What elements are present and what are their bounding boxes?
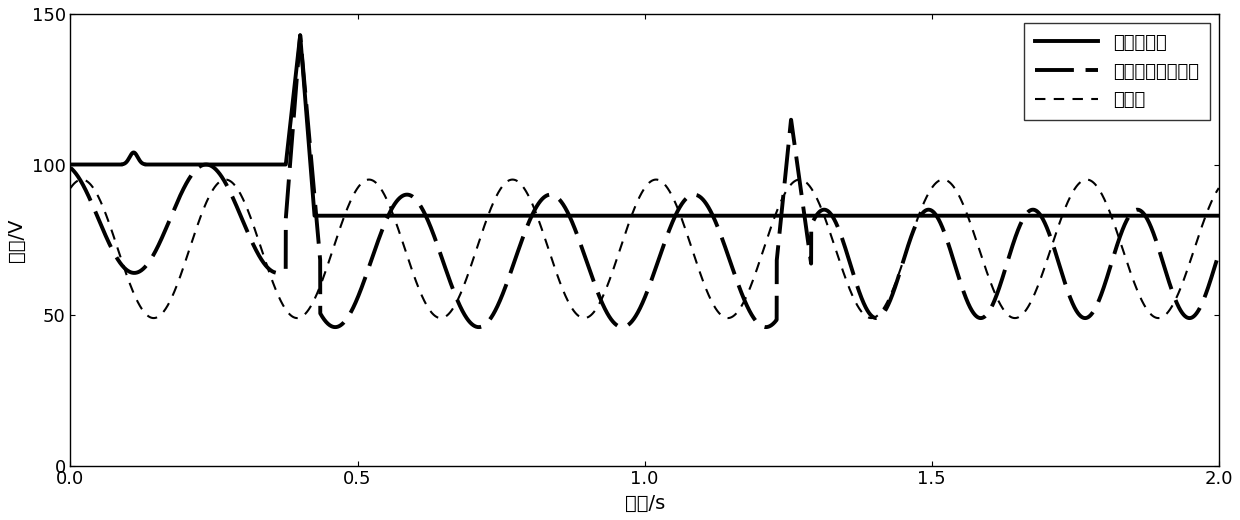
Legend: 本发明方法, 短时傅里叶变换法, 实际値: 本发明方法, 短时傅里叶变换法, 实际値 (1024, 23, 1210, 120)
Line: 短时傅里叶变换法: 短时傅里叶变换法 (71, 35, 1219, 327)
实际値 (110, 246, 125, 253)
本发明方法 (1211, 213, 1226, 219)
短时傅里叶变换法 (625, 318, 640, 324)
短时傅里叶变换法 (471, 324, 486, 330)
Line: 实际値: 实际値 (71, 179, 1219, 318)
实际値 (131, 302, 146, 308)
本发明方法 (63, 161, 78, 167)
短时傅里叶变换法 (1151, 244, 1166, 250)
短时傅里叶变换法 (68, 170, 83, 176)
实际値 (63, 185, 78, 191)
Y-axis label: 幅値/V: 幅値/V (7, 218, 26, 262)
实际値 (1211, 185, 1226, 191)
Line: 本发明方法: 本发明方法 (71, 35, 1219, 216)
本发明方法 (293, 32, 308, 38)
本发明方法 (1151, 213, 1166, 219)
实际値 (68, 179, 83, 185)
X-axis label: 时间/s: 时间/s (625, 494, 665, 513)
本发明方法 (308, 213, 322, 219)
实际値 (1151, 315, 1166, 321)
本发明方法 (625, 213, 640, 219)
短时傅里叶变换法 (288, 90, 303, 97)
短时傅里叶变换法 (131, 268, 146, 275)
实际値 (577, 315, 591, 321)
短时傅里叶变换法 (293, 32, 308, 38)
实际値 (625, 212, 640, 218)
实际値 (649, 176, 663, 183)
本发明方法 (68, 161, 83, 167)
实际値 (288, 315, 303, 321)
本发明方法 (131, 157, 146, 163)
本发明方法 (288, 73, 303, 80)
短时傅里叶变换法 (1211, 250, 1226, 256)
短时傅里叶变换法 (63, 165, 78, 171)
本发明方法 (110, 161, 125, 167)
短时傅里叶变换法 (110, 257, 125, 263)
